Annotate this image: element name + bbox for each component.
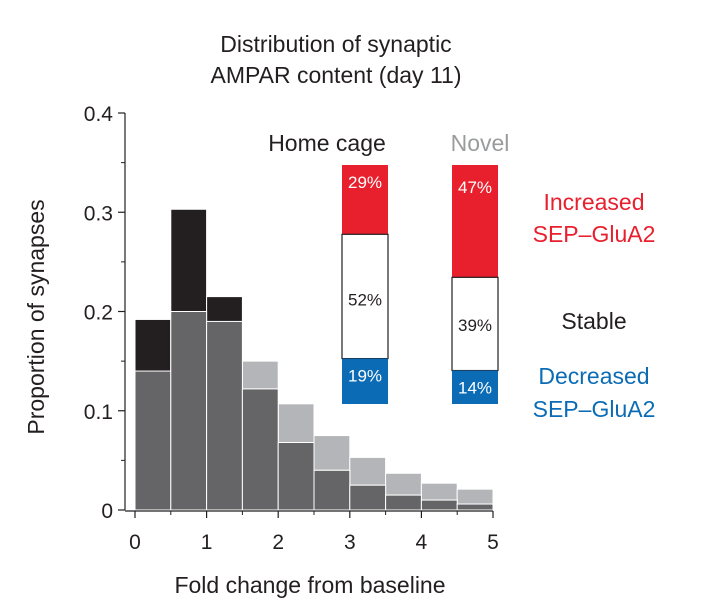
hist-2-bar-9	[456, 503, 494, 511]
x-tick-label-3: 3	[344, 531, 356, 554]
inset-0-segment-stable	[341, 233, 389, 360]
y-axis-label: Proportion of synapses	[23, 199, 49, 434]
inset-0-label-increased: 29%	[348, 173, 382, 192]
y-tick-label-2: 0.2	[84, 302, 113, 325]
inset-0-segment-increased	[342, 165, 388, 235]
inset-0-segment-decreased	[342, 358, 388, 404]
hist-2-bar-1	[170, 311, 208, 511]
group-label-1: Novel	[451, 130, 510, 156]
x-tick-label-0: 0	[129, 531, 141, 554]
chart-title: Distribution of synaptic AMPAR content (d…	[211, 31, 462, 88]
hist-2-bar-6	[349, 484, 387, 511]
y-tick-label-1: 0.1	[84, 401, 113, 424]
y-tick-label-0: 0	[101, 500, 113, 523]
x-tick-label-4: 4	[416, 531, 428, 554]
hist-2-bar-2	[206, 320, 243, 511]
category-decreased-line-1: SEP–GluA2	[533, 396, 656, 422]
x-tick-label-5: 5	[487, 531, 499, 554]
inset-1-label-increased: 47%	[458, 178, 492, 197]
inset-1-label-decreased: 14%	[458, 379, 492, 398]
group-label-0: Home cage	[268, 130, 386, 156]
inset-1-segment-stable	[451, 276, 499, 372]
category-stable-line-0: Stable	[561, 308, 626, 334]
title-line-1: Distribution of synaptic	[220, 31, 451, 57]
inset-0-label-decreased: 19%	[348, 367, 382, 386]
hist-2-bar-0	[134, 370, 172, 511]
hist-2-bar-4	[277, 442, 315, 511]
hist-2-bar-7	[385, 494, 422, 511]
inset-0-label-stable: 52%	[348, 290, 382, 309]
inset-1-segment-decreased	[452, 370, 498, 404]
inset-1-segment-increased	[452, 165, 498, 278]
x-tick-label-2: 2	[272, 531, 284, 554]
category-decreased-line-0: Decreased	[538, 363, 649, 389]
y-tick-label-3: 0.3	[84, 202, 113, 225]
category-increased-line-1: SEP–GluA2	[533, 221, 656, 247]
histogram-bars	[134, 208, 494, 511]
y-tick-label-4: 0.4	[84, 103, 114, 126]
hist-2-bar-3	[241, 388, 279, 511]
hist-2-bar-8	[420, 499, 458, 511]
inset-1-label-stable: 39%	[458, 316, 492, 335]
axes: 0 0.1 0.2 0.3 0.4 0 1 2 3 4 5	[84, 103, 499, 554]
category-labels: Increased SEP–GluA2 Stable Decreased SEP–Glu…	[533, 189, 656, 422]
inset-stacked-bars: Home cage 29% 52% 19% Novel 47% 39% 14%	[268, 130, 509, 404]
hist-2-bar-5	[313, 469, 351, 511]
x-axis-label: Fold change from baseline	[174, 572, 445, 598]
x-tick-label-1: 1	[201, 531, 213, 554]
title-line-2: AMPAR content (day 11)	[211, 62, 462, 88]
category-increased-line-0: Increased	[543, 189, 644, 215]
